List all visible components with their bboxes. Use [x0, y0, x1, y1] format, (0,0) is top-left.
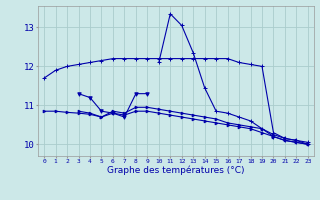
- X-axis label: Graphe des températures (°C): Graphe des températures (°C): [107, 166, 245, 175]
